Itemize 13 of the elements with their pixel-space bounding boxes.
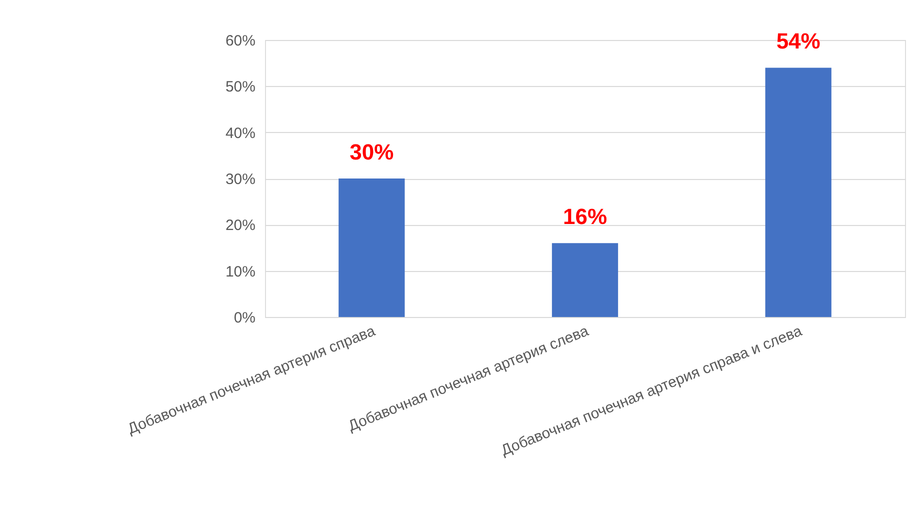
y-tick-label: 30% [225, 171, 256, 188]
y-tick-label: 60% [225, 32, 256, 50]
bar [338, 178, 405, 317]
y-tick-label: 20% [225, 217, 256, 234]
y-tick-label: 50% [225, 78, 256, 96]
data-label: 16% [562, 204, 608, 230]
data-label: 54% [776, 28, 820, 54]
y-tick-label: 0% [234, 310, 256, 326]
y-tick-label: 10% [225, 263, 256, 280]
bar [765, 68, 832, 317]
data-label: 30% [350, 140, 394, 164]
y-tick-label: 40% [225, 124, 256, 142]
bar [552, 243, 618, 317]
